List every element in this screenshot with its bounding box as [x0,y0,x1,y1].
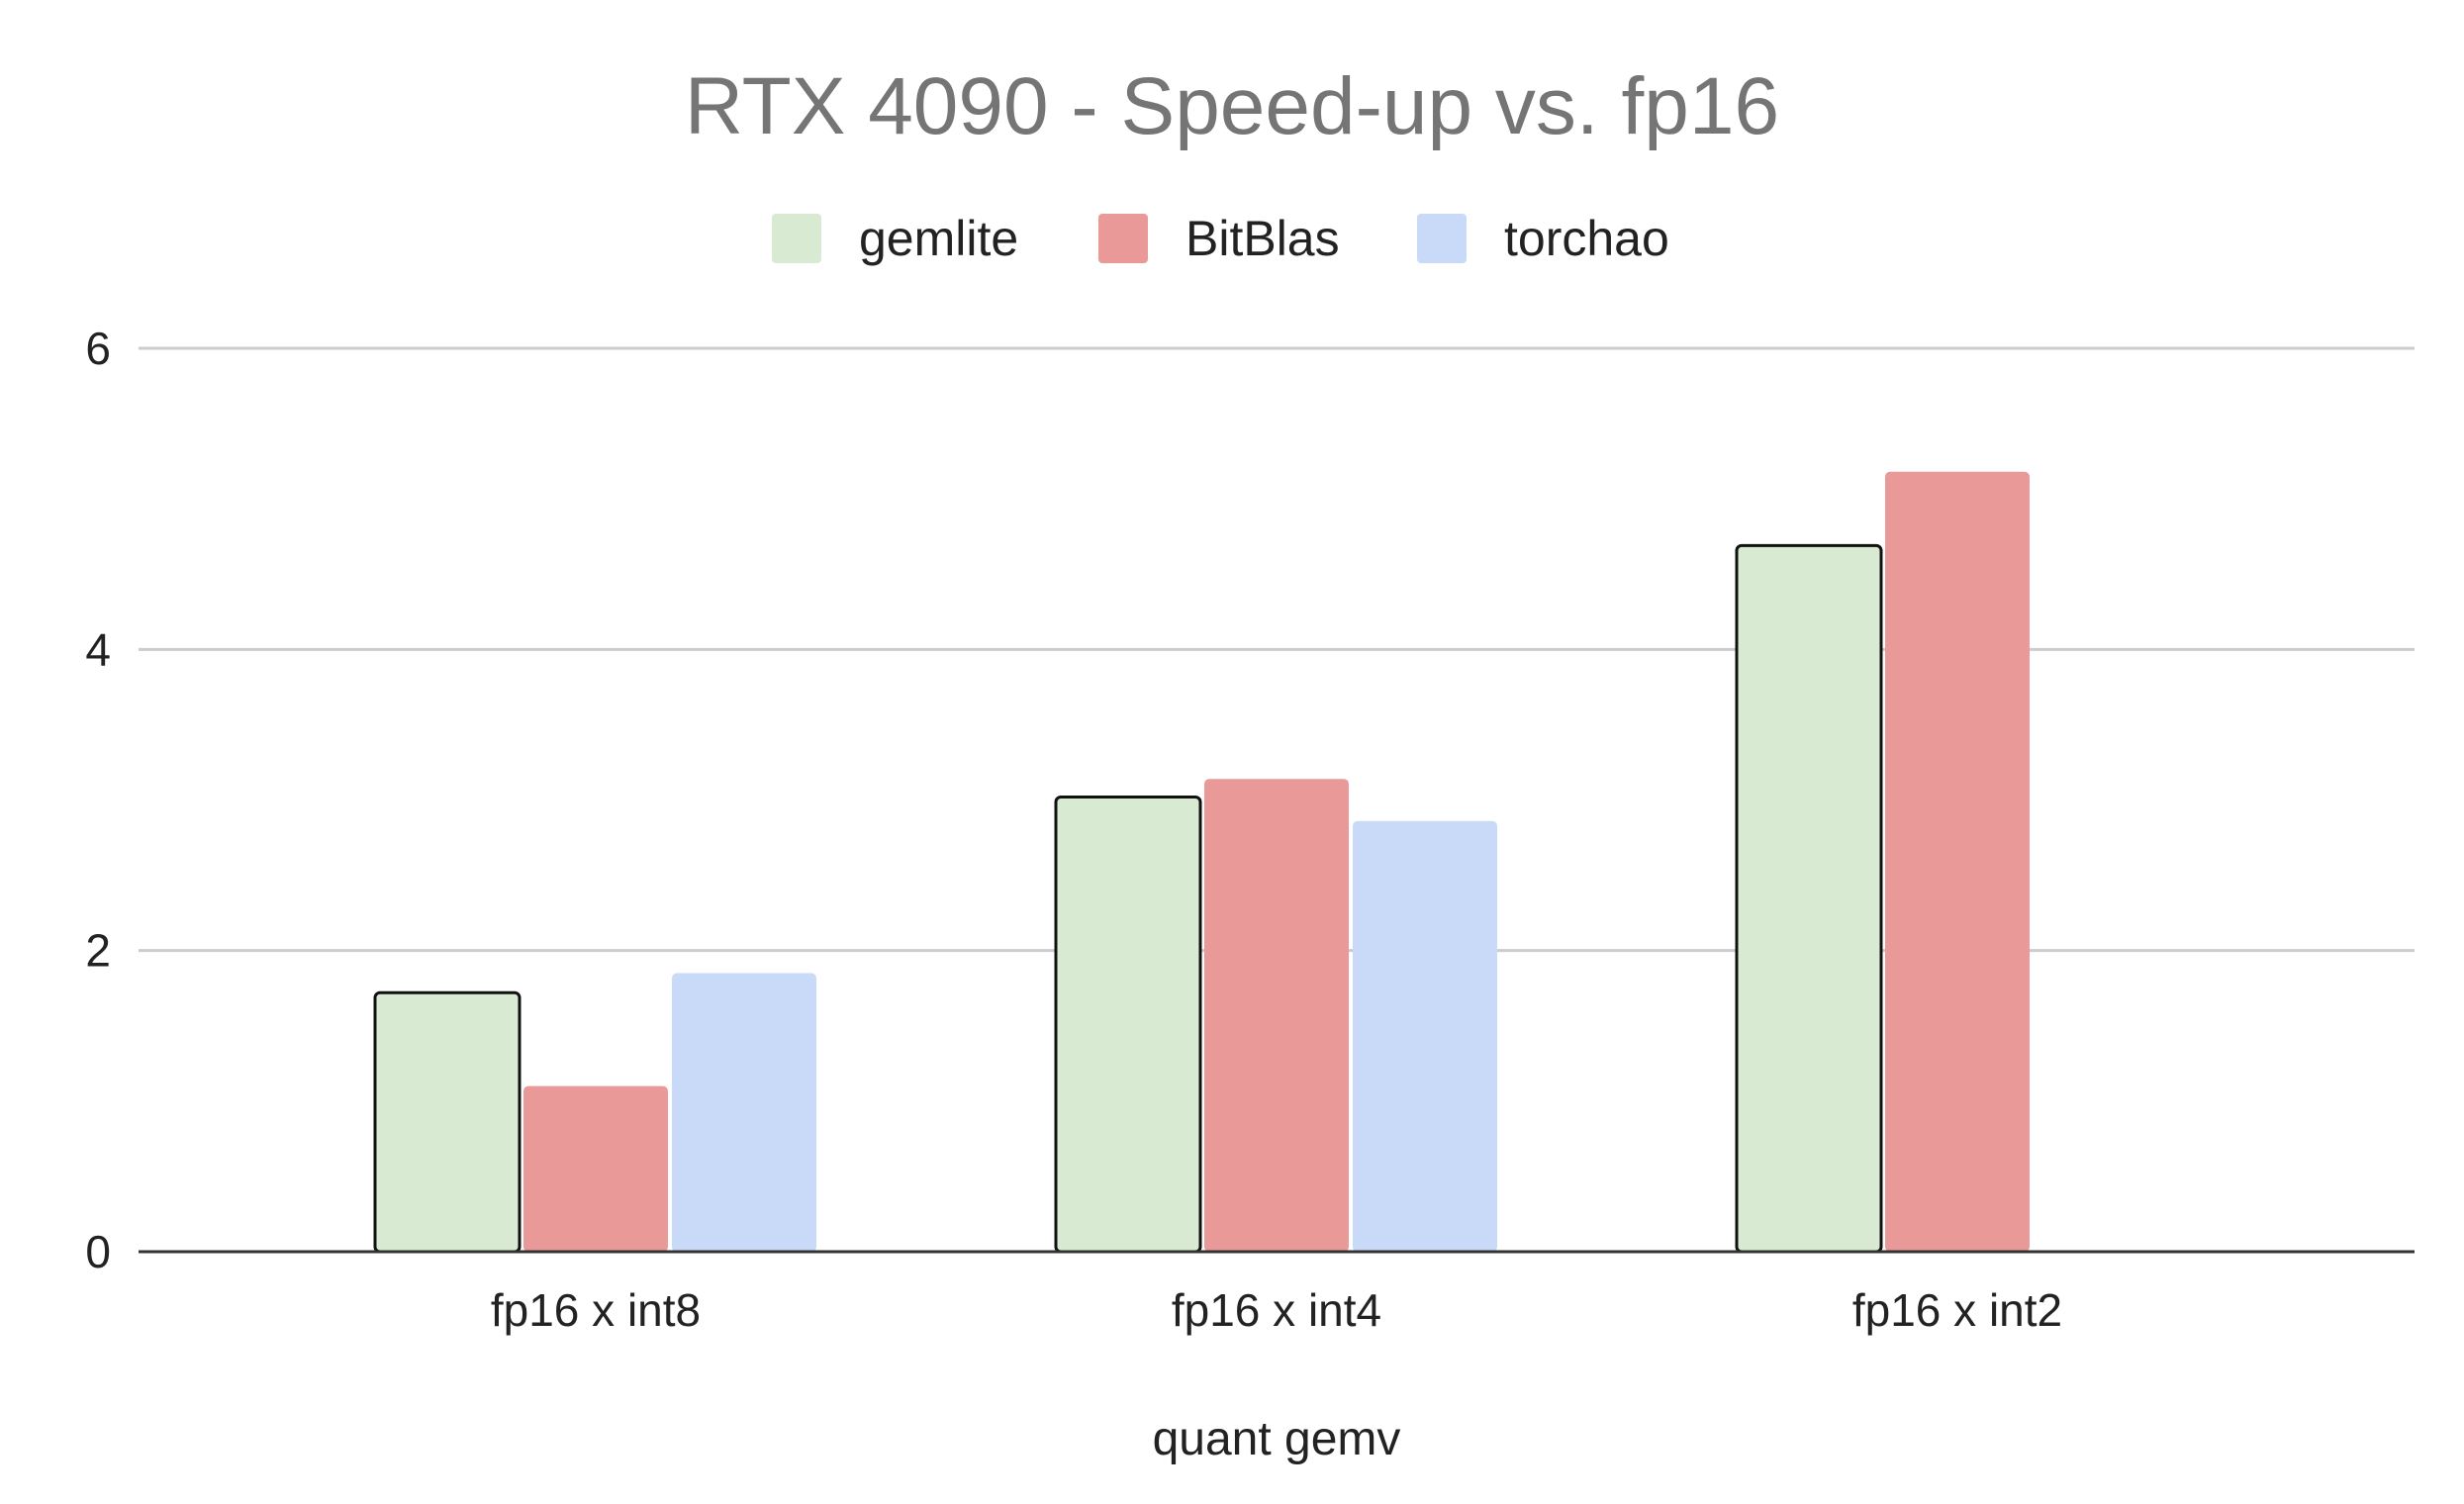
x-axis-title: quant gemv [1153,1413,1401,1465]
bar-gemlite-fp16-x-int8 [373,990,521,1254]
legend-swatch-torchao [1417,214,1467,263]
bar-gemlite-fp16-x-int2 [1735,543,1883,1254]
legend-swatch-gemlite [772,214,821,263]
bar-bitblas-fp16-x-int2 [1885,471,2030,1252]
bar-bitblas-fp16-x-int8 [523,1085,668,1252]
bar-gemlite-fp16-x-int4 [1054,795,1202,1254]
x-axis-ticks: fp16 x int8 fp16 x int4 fp16 x int2 [491,1284,2062,1336]
y-tick-label: 2 [85,925,111,977]
y-tick-label: 4 [85,623,111,675]
legend-label-gemlite: gemlite [859,211,1018,266]
legend-label-bitblas: BitBlas [1185,211,1340,266]
x-tick-label: fp16 x int8 [491,1284,701,1336]
x-tick-label: fp16 x int4 [1172,1284,1381,1336]
bars [373,471,2030,1254]
bar-torchao-fp16-x-int8 [672,973,816,1252]
bar-torchao-fp16-x-int4 [1353,820,1497,1252]
y-axis-ticks: 0 2 4 6 [85,323,111,1277]
chart-title: RTX 4090 - Speed-up vs. fp16 [685,61,1779,151]
legend-label-torchao: torchao [1504,211,1669,266]
x-tick-label: fp16 x int2 [1852,1284,2062,1336]
bar-bitblas-fp16-x-int4 [1204,779,1349,1252]
y-tick-label: 6 [85,323,111,374]
legend-swatch-bitblas [1098,214,1148,263]
y-tick-label: 0 [85,1226,111,1277]
legend: gemlite BitBlas torchao [772,211,1669,266]
